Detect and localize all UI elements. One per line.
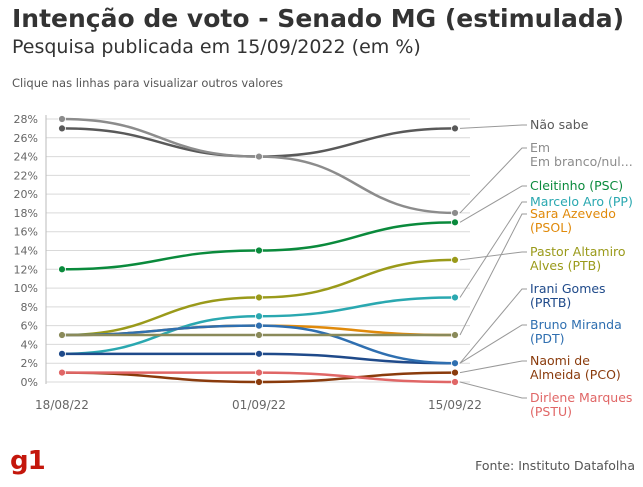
data-point[interactable] xyxy=(255,152,263,161)
data-point[interactable] xyxy=(255,349,263,358)
series-label: Bruno Miranda xyxy=(530,317,622,332)
series-label: Irani Gomes xyxy=(530,281,606,296)
series-label: (PDT) xyxy=(530,331,565,346)
label-connector xyxy=(459,381,527,399)
label-connector xyxy=(459,201,527,298)
y-tick-label: 14% xyxy=(14,245,38,258)
y-tick-label: 12% xyxy=(14,263,38,276)
y-tick-label: 16% xyxy=(14,226,38,239)
chart-subtitle: Pesquisa publicada em 15/09/2022 (em %) xyxy=(12,36,421,58)
label-connector xyxy=(459,185,527,223)
g1-logo: g1 xyxy=(10,446,46,476)
data-point[interactable] xyxy=(451,331,459,339)
y-tick-label: 0% xyxy=(21,376,38,389)
data-point[interactable] xyxy=(58,124,66,133)
label-connector xyxy=(459,147,527,214)
series-label: Não sabe xyxy=(530,117,589,132)
data-point[interactable] xyxy=(58,265,66,274)
data-point[interactable] xyxy=(451,359,459,368)
series-label: Sara Azevedo xyxy=(530,206,616,221)
series-label: Pastor Altamiro xyxy=(530,244,626,259)
data-point[interactable] xyxy=(451,124,459,133)
label-connector xyxy=(459,124,527,129)
series-label: (PSOL) xyxy=(530,220,572,235)
x-tick-label: 15/09/22 xyxy=(428,398,482,412)
series-label: (PRTB) xyxy=(530,295,571,310)
data-point[interactable] xyxy=(451,255,459,264)
data-point[interactable] xyxy=(255,293,263,302)
chart-hint: Clique nas linhas para visualizar outros… xyxy=(12,76,283,90)
label-connector xyxy=(459,213,527,336)
series-label: Alves (PTB) xyxy=(530,258,601,273)
x-tick-label: 01/09/22 xyxy=(232,398,286,412)
data-point[interactable] xyxy=(451,368,459,377)
data-point[interactable] xyxy=(58,115,66,123)
y-tick-label: 6% xyxy=(21,320,38,333)
label-connector xyxy=(459,324,527,364)
series-label: Almeida (PCO) xyxy=(530,367,621,382)
data-point[interactable] xyxy=(451,209,459,217)
series-label: Marcelo Aro (PP) xyxy=(530,194,633,209)
data-point[interactable] xyxy=(255,331,263,339)
data-point[interactable] xyxy=(451,293,459,302)
y-tick-label: 2% xyxy=(21,357,38,370)
data-point[interactable] xyxy=(255,312,263,321)
data-point[interactable] xyxy=(451,218,459,227)
y-tick-label: 28% xyxy=(14,113,38,126)
series-label: Em xyxy=(530,140,550,155)
data-point[interactable] xyxy=(58,349,66,358)
series-line[interactable] xyxy=(61,221,456,271)
data-point[interactable] xyxy=(58,331,66,339)
data-point[interactable] xyxy=(255,378,263,386)
data-point[interactable] xyxy=(255,368,263,377)
chart-title: Intenção de voto - Senado MG (estimulada… xyxy=(12,4,625,33)
y-tick-label: 4% xyxy=(21,338,38,351)
y-tick-label: 18% xyxy=(14,207,38,220)
data-point[interactable] xyxy=(451,378,459,386)
label-connector xyxy=(459,251,527,261)
series-label: Cleitinho (PSC) xyxy=(530,178,623,193)
source-note: Fonte: Instituto Datafolha xyxy=(475,458,635,473)
series-label: Naomi de xyxy=(530,353,590,368)
series-label: Dirlene Marques xyxy=(530,390,632,405)
series-line[interactable] xyxy=(61,127,456,158)
series-label: (PSTU) xyxy=(530,404,572,419)
x-tick-label: 18/08/22 xyxy=(35,398,89,412)
data-point[interactable] xyxy=(58,368,66,377)
label-connector xyxy=(459,288,527,364)
y-tick-label: 8% xyxy=(21,301,38,314)
y-tick-label: 24% xyxy=(14,151,38,164)
y-tick-label: 26% xyxy=(14,132,38,145)
y-tick-label: 20% xyxy=(14,188,38,201)
label-connector xyxy=(459,360,527,374)
y-tick-label: 10% xyxy=(14,282,38,295)
data-point[interactable] xyxy=(255,321,263,330)
data-point[interactable] xyxy=(255,246,263,255)
y-tick-label: 22% xyxy=(14,169,38,182)
series-label: Em branco/nul... xyxy=(530,154,633,169)
